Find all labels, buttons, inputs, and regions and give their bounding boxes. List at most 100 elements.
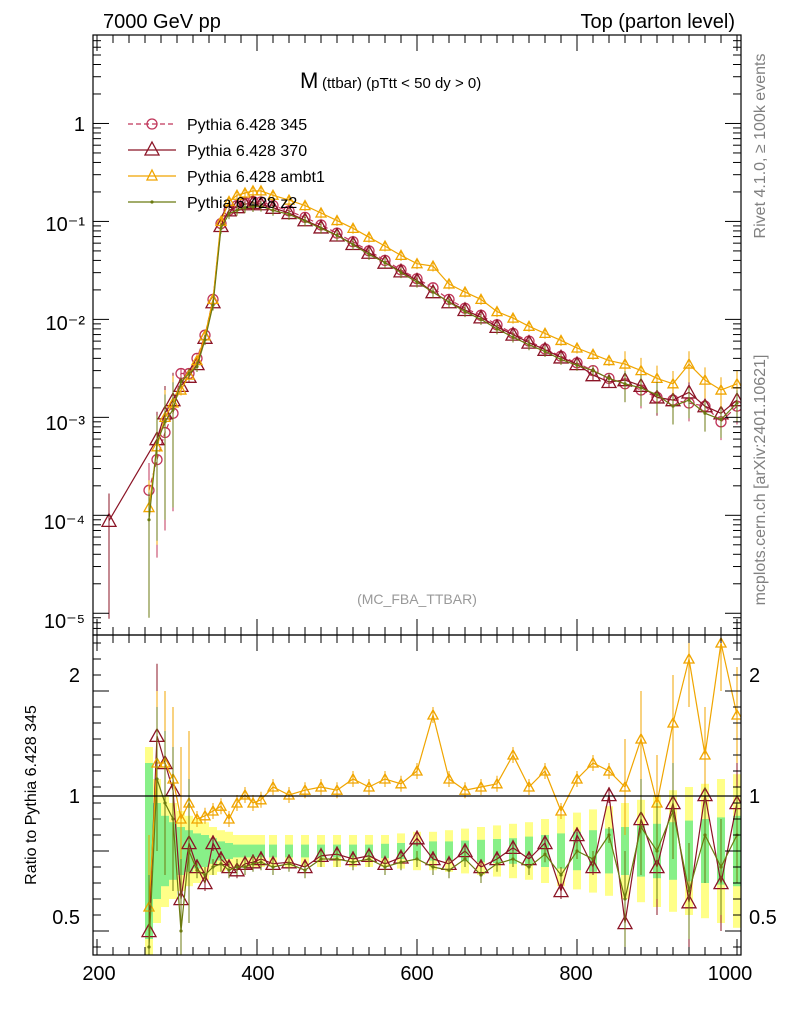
data-point-marker [254,184,268,196]
y-tick-label: 10⁻⁵ [44,611,85,633]
data-point-marker [351,860,355,864]
y-tick-label: 10⁻⁴ [44,512,85,534]
data-point-marker [682,652,696,664]
chart-title-main: M [300,68,318,93]
data-point-marker [586,756,600,768]
data-point-marker [235,208,239,212]
data-point-marker [671,404,675,408]
data-point-marker [522,319,536,331]
data-point-marker [259,860,263,864]
data-point-marker [174,812,188,824]
data-point-marker [730,708,741,720]
ratio-band-green-bin [605,828,613,874]
ratio-band-green-bin [381,843,389,859]
data-point-marker [287,212,291,216]
data-point-marker [303,868,307,872]
data-point-marker [163,801,167,805]
data-point-marker [238,788,252,800]
data-point-marker [214,799,228,811]
y-tick-label: 10⁻² [46,313,86,335]
main-y-tick-labels: 1 10⁻¹ 10⁻² 10⁻³ 10⁻⁴ 10⁻⁵ [44,114,86,633]
data-point-marker [100,512,118,527]
data-point-marker [227,868,231,872]
data-point-marker [431,865,435,869]
x-tick-label: 800 [559,963,592,985]
data-point-marker [714,636,728,648]
data-point-marker [522,780,536,792]
data-point-marker [607,376,611,380]
x-tick-label: 200 [82,963,115,985]
ratio-series [140,635,741,955]
data-point-marker [182,368,196,380]
ratio-series-ambt1 [142,635,741,955]
legend-entry-z2: Pythia 6.428 z2 [128,195,297,212]
data-point-marker [254,793,268,805]
data-point-marker [698,373,712,385]
data-point-marker [495,862,499,866]
data-point-marker [495,327,499,331]
ratio-band-green-bin [285,844,293,858]
x-tick-label: 600 [400,963,433,985]
ratio-band-green-bin [193,833,201,869]
data-point-marker [376,254,394,269]
data-point-marker [346,222,360,233]
data-point-marker [538,764,552,776]
data-point-marker [235,865,239,869]
chart-title-sub: (ttbar) (pTtt < 50 dy > 0) [322,75,481,92]
data-point-marker [607,833,611,837]
y-tick-label: 10⁻¹ [46,214,86,236]
x-tick-labels: 200 400 600 800 1000 [82,963,752,985]
data-point-marker [447,300,451,304]
data-point-marker [490,777,504,789]
data-point-marker [187,371,191,376]
data-point-marker [458,285,472,297]
data-point-marker [490,305,504,317]
data-point-marker [190,812,204,824]
data-point-marker [219,862,223,866]
data-point-marker [687,398,691,402]
ratio-band-green-bin [201,835,209,867]
data-point-marker [330,783,344,795]
x-tick-label: 400 [241,963,274,985]
ratio-frame [92,634,742,956]
legend-entry-ambt1: Pythia 6.428 ambt1 [128,168,325,186]
ratio-band-green-bin [301,844,309,858]
legend-label: Pythia 6.428 ambt1 [187,169,325,186]
data-point-marker [703,833,707,837]
data-point-marker [554,804,568,816]
data-point-marker [155,441,159,445]
data-point-marker [442,277,456,289]
data-point-marker [147,518,151,522]
data-point-marker [171,407,175,412]
data-point-marker [399,860,403,864]
data-point-marker [559,357,563,362]
data-point-marker [568,826,586,842]
data-point-marker [424,283,442,299]
data-point-marker [623,382,627,386]
data-point-marker [196,874,214,890]
data-point-marker [591,857,595,861]
data-point-marker [362,780,376,792]
data-point-marker [259,204,263,208]
data-point-marker [714,383,728,395]
data-point-marker [246,184,260,196]
data-point-marker [330,214,344,226]
ratio-band-green-bin [557,833,565,869]
data-point-marker [586,347,600,359]
data-point-marker [298,199,312,211]
data-point-marker [394,249,408,261]
data-point-marker [634,364,648,376]
data-point-marker [266,188,280,200]
data-point-marker [666,716,680,728]
data-point-marker [618,357,632,369]
data-point-marker [584,858,602,874]
data-point-marker [219,226,223,230]
data-point-marker [559,873,563,877]
data-point-marker [378,772,392,784]
data-point-marker [211,865,215,869]
legend-marker-triangle-icon [143,140,161,156]
data-point-marker [463,857,467,861]
data-point-marker [271,865,275,869]
data-point-marker [287,862,291,866]
